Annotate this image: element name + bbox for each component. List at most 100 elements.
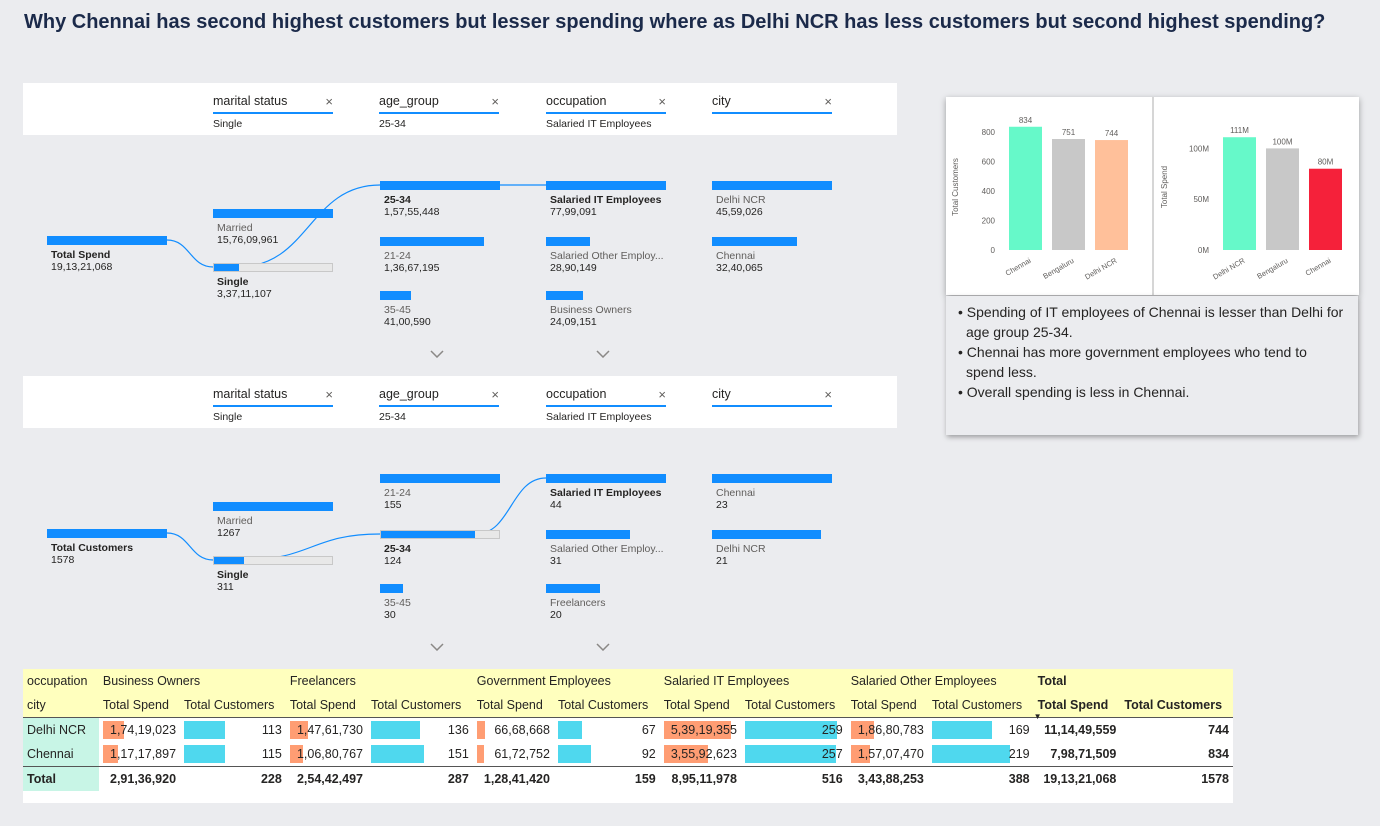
customers-age-node[interactable]: 35-45 30 <box>380 584 500 621</box>
row-header-city[interactable]: Delhi NCR <box>23 717 99 742</box>
table-cell[interactable]: 1,86,80,783 <box>847 718 928 743</box>
table-cell[interactable]: 1,74,19,023 <box>99 718 180 743</box>
table-cell[interactable]: 61,72,752 <box>473 742 554 767</box>
spend-city-node[interactable]: Chennai 32,40,065 <box>712 237 832 274</box>
bar-bengaluru[interactable] <box>1266 148 1299 250</box>
column-header[interactable]: Total Customers <box>367 693 473 718</box>
clear-filter-icon[interactable]: × <box>658 94 666 109</box>
customers-marital-node[interactable]: Single 311 <box>213 556 333 593</box>
slicer-marital-status[interactable]: marital status × Single <box>213 387 333 423</box>
column-header[interactable]: Total Customers <box>1120 693 1233 718</box>
clear-filter-icon[interactable]: × <box>658 387 666 402</box>
column-header[interactable]: Total Spend <box>472 693 554 718</box>
column-header[interactable]: city <box>23 693 99 718</box>
slicer-value: Salaried IT Employees <box>546 411 652 423</box>
column-header-occupation[interactable]: Business Owners <box>98 669 286 693</box>
chevron-down-icon[interactable] <box>596 638 610 652</box>
column-header[interactable]: Total Customers <box>740 693 847 718</box>
slicer-marital-status[interactable]: marital status × Single <box>213 94 333 130</box>
spend-occupation-node[interactable]: Salaried Other Employ... 28,90,149 <box>546 237 666 274</box>
clear-filter-icon[interactable]: × <box>824 94 832 109</box>
customers-age-node[interactable]: 21-24 155 <box>380 474 500 511</box>
chevron-down-icon[interactable] <box>430 345 444 359</box>
sort-desc-icon[interactable]: ▼ <box>1033 712 1042 721</box>
column-header[interactable]: Total Spend <box>285 693 367 718</box>
table-cell[interactable]: 92 <box>554 742 660 767</box>
table-cell[interactable]: 7,98,71,509 <box>1034 742 1121 767</box>
clear-filter-icon[interactable]: × <box>824 387 832 402</box>
spend-root-node[interactable]: Total Spend 19,13,21,068 <box>47 236 167 273</box>
customers-city-node[interactable]: Delhi NCR 21 <box>712 530 832 567</box>
table-cell[interactable]: 151 <box>367 742 473 767</box>
customers-city-node[interactable]: Chennai 23 <box>712 474 832 511</box>
column-header[interactable]: Total Customers <box>180 693 286 718</box>
table-cell[interactable]: 113 <box>180 718 286 743</box>
table-cell[interactable]: 3,55,92,623 <box>660 742 741 767</box>
table-cell[interactable]: 1,47,61,730 <box>286 718 367 743</box>
column-header-occupation[interactable]: Salaried IT Employees <box>659 669 847 693</box>
slicer-occupation[interactable]: occupation × Salaried IT Employees <box>546 94 666 130</box>
slicer-age-group[interactable]: age_group × 25-34 <box>379 94 499 130</box>
table-cell[interactable]: 1,57,07,470 <box>847 742 928 767</box>
bar-chennai[interactable] <box>1009 126 1042 250</box>
table-cell[interactable]: 1,17,17,897 <box>99 742 180 767</box>
table-cell[interactable]: 1,06,80,767 <box>286 742 367 767</box>
clear-filter-icon[interactable]: × <box>491 387 499 402</box>
spend-marital-node[interactable]: Married 15,76,09,961 <box>213 209 333 246</box>
clear-filter-icon[interactable]: × <box>325 94 333 109</box>
slicer-occupation[interactable]: occupation × Salaried IT Employees <box>546 387 666 423</box>
cell-value: 169 <box>1008 723 1030 737</box>
slicer-value: 25-34 <box>379 118 406 130</box>
table-cell[interactable]: 67 <box>554 718 660 743</box>
row-header-city[interactable]: Chennai <box>23 742 99 767</box>
column-header-occupation[interactable]: Government Employees <box>472 669 660 693</box>
column-header-occupation[interactable]: Total <box>1033 669 1233 693</box>
customers-occupation-node[interactable]: Salaried IT Employees 44 <box>546 474 666 511</box>
column-header[interactable]: Total Spend ▼ <box>1033 693 1121 721</box>
customers-marital-node[interactable]: Married 1267 <box>213 502 333 539</box>
spend-age-node[interactable]: 35-45 41,00,590 <box>380 291 500 328</box>
spend-occupation-node[interactable]: Business Owners 24,09,151 <box>546 291 666 328</box>
table-cell[interactable]: 169 <box>928 718 1034 743</box>
table-cell[interactable]: 257 <box>741 742 847 767</box>
column-header[interactable]: Total Spend <box>659 693 741 718</box>
spend-occupation-node[interactable]: Salaried IT Employees 77,99,091 <box>546 181 666 218</box>
slicer-city[interactable]: city × <box>712 387 832 411</box>
table-cell[interactable]: 219 <box>928 742 1034 767</box>
spend-city-node[interactable]: Delhi NCR 45,59,026 <box>712 181 832 218</box>
spend-marital-node[interactable]: Single 3,37,11,107 <box>213 263 333 300</box>
clear-filter-icon[interactable]: × <box>491 94 499 109</box>
bar-bengaluru[interactable] <box>1052 139 1085 250</box>
column-header-occupation[interactable]: Salaried Other Employees <box>846 669 1034 693</box>
customers-age-node[interactable]: 25-34 124 <box>380 530 500 567</box>
table-cell[interactable]: 259 <box>741 718 847 743</box>
column-header-occupation[interactable]: Freelancers <box>285 669 473 693</box>
slicer-city[interactable]: city × <box>712 94 832 118</box>
customers-occupation-node[interactable]: Salaried Other Employ... 31 <box>546 530 666 567</box>
customers-root-node[interactable]: Total Customers 1578 <box>47 529 167 566</box>
table-cell[interactable]: 834 <box>1120 742 1233 767</box>
chevron-down-icon[interactable] <box>430 638 444 652</box>
chevron-down-icon[interactable] <box>596 345 610 359</box>
slicer-age-group[interactable]: age_group × 25-34 <box>379 387 499 423</box>
table-cell[interactable]: 11,14,49,559 <box>1034 718 1121 743</box>
table-cell[interactable]: 66,68,668 <box>473 718 554 743</box>
spend-age-node[interactable]: 21-24 1,36,67,195 <box>380 237 500 274</box>
customers-occupation-node[interactable]: Freelancers 20 <box>546 584 666 621</box>
table-cell[interactable]: 136 <box>367 718 473 743</box>
spend-data-bar <box>476 721 485 739</box>
table-cell[interactable]: 115 <box>180 742 286 767</box>
column-header[interactable]: Total Spend <box>98 693 181 718</box>
column-header[interactable]: Total Spend <box>846 693 928 718</box>
bar-delhi-ncr[interactable] <box>1223 137 1256 250</box>
spend-age-node[interactable]: 25-34 1,57,55,448 <box>380 181 500 218</box>
bar-delhi-ncr[interactable] <box>1095 140 1128 250</box>
column-header[interactable]: Total Customers <box>553 693 660 718</box>
column-header[interactable]: Total Customers <box>927 693 1034 718</box>
table-cell[interactable]: 744 <box>1120 718 1233 743</box>
bar-fill <box>546 474 666 483</box>
bar-chennai[interactable] <box>1309 168 1342 250</box>
table-cell[interactable]: 5,39,19,355 <box>660 718 741 743</box>
clear-filter-icon[interactable]: × <box>325 387 333 402</box>
total-cell: 8,95,11,978 <box>659 766 741 791</box>
